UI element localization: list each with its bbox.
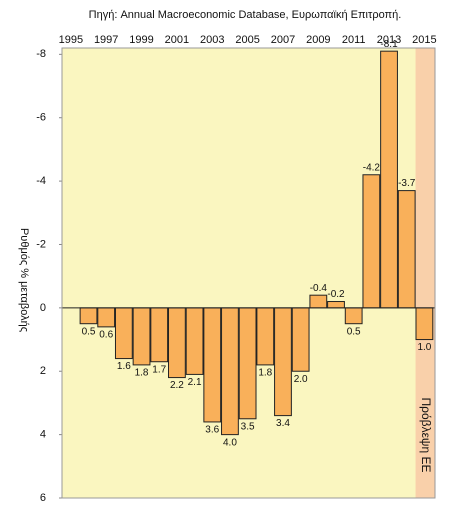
- bar: [150, 307, 169, 363]
- bar: [238, 307, 257, 420]
- value-label: 4.0: [223, 437, 237, 448]
- chart-source: Πηγή: Annual Macroeconomic Database, Ευρ…: [89, 9, 402, 21]
- x-tick-label: 1997: [94, 34, 118, 46]
- x-tick-label: 2011: [342, 34, 366, 46]
- value-label: 0.5: [347, 326, 361, 337]
- y-tick-label: -8: [36, 48, 46, 60]
- value-label: 1.6: [117, 361, 131, 372]
- bar: [274, 307, 292, 417]
- value-label: -4.2: [363, 162, 381, 173]
- y-tick-label: 0: [40, 302, 46, 314]
- bar: [114, 307, 133, 360]
- bar: [203, 307, 222, 423]
- bar: [256, 307, 275, 366]
- value-label: 1.7: [152, 364, 166, 375]
- y-tick-label: -6: [36, 112, 46, 124]
- value-label: 1.8: [258, 368, 272, 379]
- y-tick-label: 2: [40, 365, 46, 377]
- x-tick-label: 2001: [165, 34, 189, 46]
- bar: [380, 50, 398, 309]
- bar: [344, 307, 363, 325]
- x-tick-label: 1999: [129, 34, 153, 46]
- bar: [221, 307, 239, 436]
- plot-frame: [61, 47, 436, 499]
- x-tick-label: 1995: [59, 34, 83, 46]
- x-tick-label: 2009: [306, 34, 330, 46]
- bar: [291, 307, 310, 372]
- value-label: -0.4: [310, 283, 328, 294]
- forecast-region: [415, 48, 435, 498]
- value-label: 3.5: [241, 421, 255, 432]
- value-label: 0.6: [99, 330, 113, 341]
- forecast-label: Πρόβλεψη ΕΕ: [419, 398, 433, 473]
- value-label: 1.0: [417, 342, 431, 353]
- bar: [132, 307, 151, 366]
- x-tick-label: 2005: [235, 34, 259, 46]
- x-tick-label: 2003: [200, 34, 224, 46]
- bar: [185, 307, 204, 375]
- x-tick-label: 2007: [271, 34, 295, 46]
- y-tick-label: -4: [36, 175, 46, 187]
- value-label: -3.7: [398, 178, 416, 189]
- bar: [362, 174, 381, 309]
- y-tick-label: 6: [40, 492, 46, 504]
- bar: [79, 307, 98, 325]
- value-label: 1.8: [135, 368, 149, 379]
- y-tick-label: 4: [40, 429, 46, 441]
- bar: [168, 307, 186, 379]
- y-axis-title: Ρυθμός % μεταβολής: [18, 228, 30, 332]
- value-label: 3.6: [205, 425, 219, 436]
- value-label: -8.1: [380, 39, 398, 50]
- x-tick-label: 2013: [377, 34, 401, 46]
- y-tick-label: -2: [36, 238, 46, 250]
- x-tick-label: 2015: [412, 34, 436, 46]
- bar: [309, 294, 328, 309]
- bar: [397, 190, 416, 309]
- bar: [327, 301, 345, 309]
- value-label: 2.2: [170, 380, 184, 391]
- bar: [97, 307, 116, 328]
- value-label: 3.4: [276, 418, 290, 429]
- value-label: 2.0: [294, 374, 308, 385]
- value-label: 0.5: [82, 326, 96, 337]
- bar: [415, 307, 434, 341]
- value-label: -0.2: [327, 289, 345, 300]
- value-label: 2.1: [188, 377, 202, 388]
